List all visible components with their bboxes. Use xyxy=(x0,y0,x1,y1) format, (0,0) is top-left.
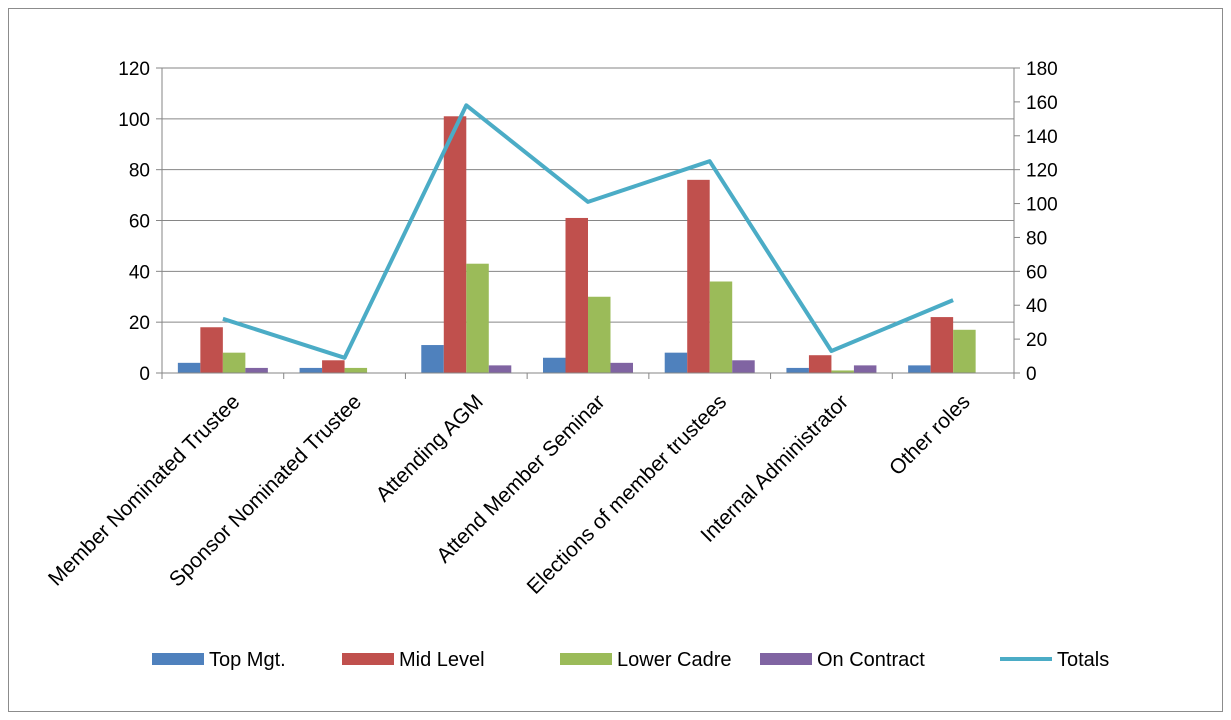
legend-swatch-2 xyxy=(342,653,394,665)
bar-top-mgt-4 xyxy=(543,357,566,373)
legend-label: Mid Level xyxy=(399,649,485,671)
bar-top-mgt-5 xyxy=(664,352,688,373)
category-label: Attending AGM xyxy=(372,390,488,506)
chart-frame xyxy=(8,8,1223,712)
right-tick-label: 160 xyxy=(1026,93,1058,114)
left-tick-label: 100 xyxy=(118,110,150,131)
legend-swatch-4 xyxy=(760,653,812,665)
bar-mid-level-3 xyxy=(443,116,467,374)
bar-mid-level-4 xyxy=(565,217,588,373)
axes xyxy=(156,67,1020,379)
left-tick-label: 0 xyxy=(139,364,150,385)
bar-on-contract-6 xyxy=(853,365,877,373)
right-tick-label: 120 xyxy=(1026,161,1058,182)
bar-lower-cadre-7 xyxy=(953,329,976,373)
legend-swatch-1 xyxy=(152,653,204,665)
right-tick-label: 180 xyxy=(1026,59,1058,80)
line-totals xyxy=(222,103,954,360)
bar-lower-cadre-6 xyxy=(831,370,854,373)
legend-swatch-3 xyxy=(560,653,612,665)
left-axis-ticks: 0 20 40 60 80 100 120 xyxy=(118,59,150,385)
bar-lower-cadre-3 xyxy=(466,263,489,373)
legend: Top Mgt. Mid Level Lower Cadre On Contract T… xyxy=(152,649,1109,671)
bar-mid-level-5 xyxy=(687,179,710,373)
legend-label: Lower Cadre xyxy=(617,649,732,671)
bar-lower-cadre-4 xyxy=(588,296,611,373)
category-label: Elections of member trustees xyxy=(523,390,732,599)
left-tick-label: 80 xyxy=(129,161,150,182)
bar-lower-cadre-5 xyxy=(709,281,733,373)
right-tick-label: 60 xyxy=(1026,262,1047,283)
bar-mid-level-7 xyxy=(930,317,954,373)
right-axis-ticks: 0 20 40 60 80 100 120 140 160 180 xyxy=(1026,59,1058,385)
bar-top-mgt-7 xyxy=(908,365,931,373)
bar-lower-cadre-2 xyxy=(344,367,368,373)
bars xyxy=(177,116,976,374)
right-tick-label: 100 xyxy=(1026,195,1058,216)
legend-label: Top Mgt. xyxy=(209,649,286,671)
bar-mid-level-2 xyxy=(322,360,345,373)
left-tick-label: 60 xyxy=(129,212,150,233)
category-label: Other roles xyxy=(885,390,975,480)
legend-label: On Contract xyxy=(817,649,925,671)
bar-top-mgt-3 xyxy=(421,345,444,373)
right-tick-label: 140 xyxy=(1026,127,1058,148)
bar-on-contract-5 xyxy=(732,360,755,373)
left-tick-label: 120 xyxy=(118,59,150,80)
bar-on-contract-4 xyxy=(610,362,633,373)
bar-top-mgt-2 xyxy=(299,367,323,373)
totals-line xyxy=(222,103,954,360)
legend-label: Totals xyxy=(1057,649,1109,671)
right-tick-label: 80 xyxy=(1026,228,1047,249)
right-tick-label: 40 xyxy=(1026,296,1047,317)
category-label: Member Nominated Trustee xyxy=(44,390,244,590)
bar-on-contract-3 xyxy=(488,365,512,373)
bar-lower-cadre-1 xyxy=(222,352,246,373)
bar-on-contract-1 xyxy=(245,367,268,373)
left-tick-label: 20 xyxy=(129,313,150,334)
bar-top-mgt-6 xyxy=(786,367,809,373)
bar-mid-level-1 xyxy=(200,327,223,373)
bar-top-mgt-1 xyxy=(177,362,201,373)
right-tick-label: 0 xyxy=(1026,364,1037,385)
right-tick-label: 20 xyxy=(1026,330,1047,351)
category-label: Sponsor Nominated Trustee xyxy=(165,390,366,591)
left-tick-label: 40 xyxy=(129,262,150,283)
bar-mid-level-6 xyxy=(808,355,832,373)
